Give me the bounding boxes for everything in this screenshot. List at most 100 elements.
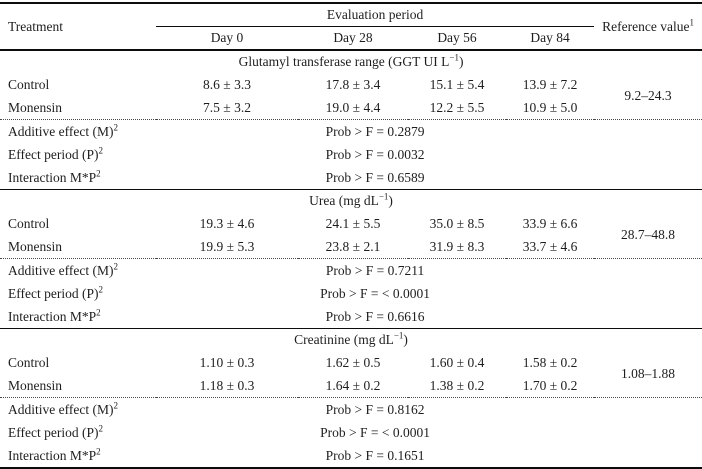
reference-range: 9.2–24.3 (624, 88, 672, 103)
stat-label-text: Additive effect (M) (8, 401, 114, 417)
value-cell: 19.0 ± 4.4 (325, 99, 381, 115)
value-cell: 33.7 ± 4.6 (522, 238, 578, 254)
section-title-creatinine: Creatinine (mg dL−1) (0, 328, 702, 351)
stat-label-text: Additive effect (M) (8, 123, 114, 139)
value-cell: 19.9 ± 5.3 (199, 238, 255, 254)
table-row: Effect period (P)2 Prob > F = 0.0032 (0, 143, 702, 166)
section-title-text: Urea (mg dL (309, 193, 379, 208)
header-day-84: Day 84 (506, 26, 595, 51)
value-cell: 1.64 ± 0.2 (325, 377, 381, 393)
empty-cell (594, 397, 702, 421)
row-label-monensin: Monensin (8, 99, 62, 115)
value-cell: 1.70 ± 0.2 (522, 377, 578, 393)
stat-label: Effect period (P)2 (0, 421, 156, 444)
table-row: Interaction M*P2 Prob > F = 0.6616 (0, 305, 702, 329)
reference-range: 1.08–1.88 (621, 366, 676, 381)
value-cell: 13.9 ± 7.2 (522, 76, 578, 92)
table-row: Monensin 1.18 ± 0.3 1.64 ± 0.2 1.38 ± 0.… (0, 374, 702, 398)
empty-cell (594, 444, 702, 468)
stat-value: Prob > F = 0.2879 (156, 119, 595, 143)
section-title-ggt: Glutamyl transferase range (GGT UI L−1) (0, 50, 702, 73)
table-row: Control 19.3 ± 4.6 24.1 ± 5.5 35.0 ± 8.5… (0, 212, 702, 243)
value-cell: 35.0 ± 8.5 (429, 215, 485, 231)
empty-cell (594, 305, 702, 329)
value-cell: 1.62 ± 0.5 (325, 354, 381, 370)
header-day-0: Day 0 (156, 26, 298, 51)
value-cell: 15.1 ± 5.4 (429, 76, 485, 92)
section-title-urea: Urea (mg dL−1) (0, 189, 702, 212)
empty-cell (594, 421, 702, 444)
table-row: Interaction M*P2 Prob > F = 0.1651 (0, 444, 702, 468)
stat-label-text: Interaction M*P (8, 169, 97, 185)
table-row: Effect period (P)2 Prob > F = < 0.0001 (0, 421, 702, 444)
value-cell: 31.9 ± 8.3 (429, 238, 485, 254)
empty-cell (594, 166, 702, 190)
value-cell: 10.9 ± 5.0 (522, 99, 578, 115)
superscript: 2 (113, 261, 118, 271)
stat-label: Interaction M*P2 (0, 305, 156, 329)
stat-value: Prob > F = 0.6616 (325, 308, 425, 324)
section-title-text: Creatinine (mg dL (294, 332, 394, 347)
value-cell: 1.10 ± 0.3 (199, 354, 255, 370)
table-row: Interaction M*P2 Prob > F = 0.6589 (0, 166, 702, 190)
superscript: −1 (393, 330, 404, 341)
reference-range: 28.7–48.8 (621, 227, 676, 242)
header-treatment: Treatment (0, 3, 156, 51)
empty-cell (594, 258, 702, 282)
stat-value: Prob > F = 0.8162 (156, 397, 595, 421)
superscript: 2 (96, 307, 101, 317)
value-cell: 1.38 ± 0.2 (429, 377, 485, 393)
row-label-control: Control (8, 215, 50, 231)
row-label-monensin: Monensin (8, 377, 62, 393)
stat-label-text: Interaction M*P (8, 308, 97, 324)
section-title-text: Glutamyl transferase range (GGT UI L (238, 54, 450, 69)
stat-label: Effect period (P)2 (0, 143, 156, 166)
table-row: Control 8.6 ± 3.3 17.8 ± 3.4 15.1 ± 5.4 … (0, 73, 702, 104)
superscript: 2 (113, 122, 118, 132)
stat-value: Prob > F = 0.6589 (325, 169, 425, 185)
empty-cell (594, 282, 702, 305)
value-cell: 1.58 ± 0.2 (522, 354, 578, 370)
superscript: 2 (96, 168, 101, 178)
stat-label: Effect period (P)2 (0, 282, 156, 305)
stat-value: Prob > F = < 0.0001 (320, 285, 430, 301)
stat-label: Interaction M*P2 (0, 166, 156, 190)
header-evaluation-period: Evaluation period (156, 3, 595, 27)
table-row: Monensin 19.9 ± 5.3 23.8 ± 2.1 31.9 ± 8.… (0, 235, 702, 259)
value-cell: 12.2 ± 5.5 (429, 99, 485, 115)
stat-value: Prob > F = < 0.0001 (320, 424, 430, 440)
section-title-text: ) (403, 332, 408, 347)
stat-label: Additive effect (M)2 (0, 258, 156, 282)
superscript: 2 (98, 284, 103, 294)
value-cell: 17.8 ± 3.4 (325, 76, 381, 92)
value-cell: 7.5 ± 3.2 (203, 99, 251, 115)
table-row: Control 1.10 ± 0.3 1.62 ± 0.5 1.60 ± 0.4… (0, 351, 702, 382)
value-cell: 19.3 ± 4.6 (199, 215, 255, 231)
superscript: −1 (449, 52, 459, 63)
value-cell: 33.9 ± 6.6 (522, 215, 578, 231)
superscript: −1 (378, 191, 389, 202)
stat-value: Prob > F = 0.7211 (156, 258, 595, 282)
table-row: Monensin 7.5 ± 3.2 19.0 ± 4.4 12.2 ± 5.5… (0, 96, 702, 120)
stat-label-text: Effect period (P) (8, 424, 99, 440)
superscript: 2 (98, 423, 103, 433)
header-day-56: Day 56 (408, 26, 506, 51)
stat-label-text: Effect period (P) (8, 146, 99, 162)
row-label-control: Control (8, 354, 50, 370)
stat-value: Prob > F = 0.0032 (325, 146, 425, 162)
stat-label-text: Interaction M*P (8, 447, 97, 463)
empty-cell (594, 119, 702, 143)
stat-label-text: Additive effect (M) (8, 262, 114, 278)
stat-label-text: Effect period (P) (8, 285, 99, 301)
header-reference-value: Reference value1 (594, 3, 702, 51)
header-day-28: Day 28 (298, 26, 408, 51)
table-row: Additive effect (M)2 Prob > F = 0.8162 (0, 397, 702, 421)
superscript: 2 (96, 446, 101, 456)
table-row: Effect period (P)2 Prob > F = < 0.0001 (0, 282, 702, 305)
row-label-control: Control (8, 76, 50, 92)
superscript: 2 (98, 145, 103, 155)
stat-label: Additive effect (M)2 (0, 119, 156, 143)
table-row: Additive effect (M)2 Prob > F = 0.2879 (0, 119, 702, 143)
header-reference-text: Reference value (602, 18, 690, 34)
